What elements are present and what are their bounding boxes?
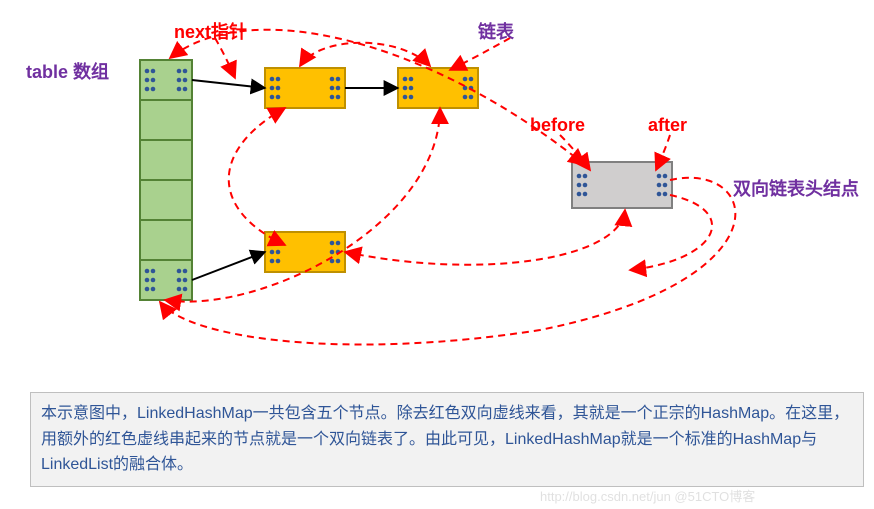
A-to-C <box>229 108 285 245</box>
caption-text: 本示意图中，LinkedHashMap一共包含五个节点。除去红色双向虚线来看，其… <box>41 405 849 473</box>
label-head: 双向链表头结点 <box>733 175 859 201</box>
A-to-B-curve <box>300 43 430 66</box>
watermark: http://blog.csdn.net/jun @51CTO博客 <box>540 486 755 505</box>
H-to-tablecell0 <box>170 30 585 165</box>
label-next-to-arrow <box>215 38 235 78</box>
caption-box: 本示意图中，LinkedHashMap一共包含五个节点。除去红色双向虚线来看，其… <box>30 392 864 487</box>
label-after: after <box>648 115 687 136</box>
label-linked-list: 链表 <box>478 18 514 44</box>
label-table-array: table 数组 <box>26 58 109 84</box>
label-before: before <box>530 115 585 136</box>
diagram-canvas: table 数组 next指针 链表 before after 双向链表头结点 … <box>0 0 874 509</box>
label-next-ptr: next指针 <box>174 18 247 44</box>
C-to-H <box>345 210 625 265</box>
